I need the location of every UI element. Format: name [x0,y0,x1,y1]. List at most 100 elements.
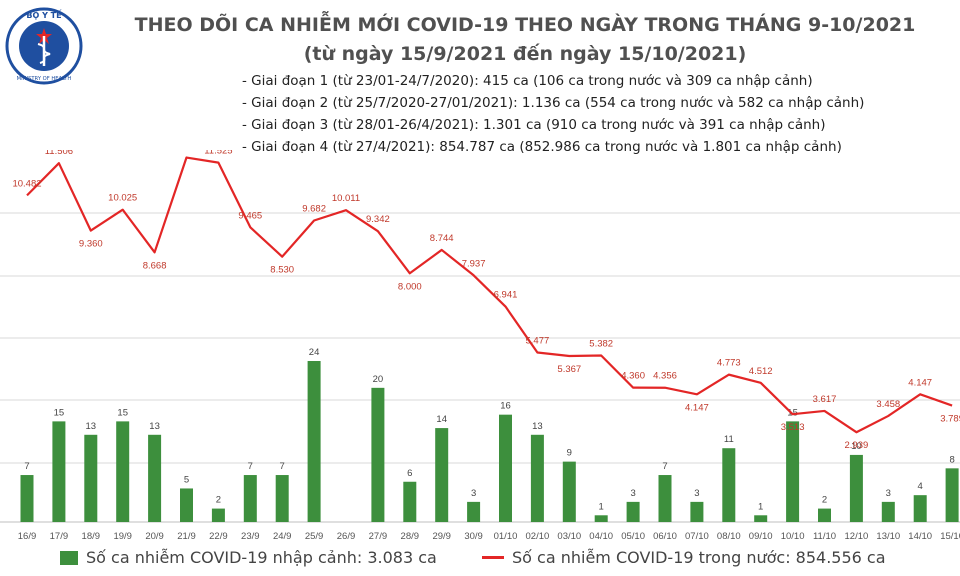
bar-value-label: 3 [886,488,891,499]
x-tick-label: 04/10 [589,531,613,542]
legend-label-imported: Số ca nhiễm COVID-19 nhập cảnh: 3.083 ca [86,548,437,567]
line-value-label: 8.668 [143,260,167,271]
x-tick-label: 08/10 [717,531,741,542]
x-tick-label: 21/9 [177,531,196,542]
line-value-label: 4.147 [685,402,709,413]
line-value-label: 11.506 [45,150,73,157]
line-value-label: 5.477 [526,336,550,347]
line-value-label: 3.617 [813,394,837,405]
x-tick-label: 15/10 [940,531,960,542]
bar [499,414,512,522]
bar [913,495,927,522]
bar [180,488,193,522]
line-value-label: 3.789 [940,414,960,425]
chart-title: THEO DÕI CA NHIỄM MỚI COVID-19 THEO NGÀY… [134,14,916,36]
x-tick-label: 10/10 [781,531,805,542]
line-value-label: 2.939 [845,440,869,451]
line-value-label: 9.342 [366,214,390,225]
bar-value-label: 14 [436,414,447,425]
bar [403,481,417,522]
bar-value-label: 3 [471,488,476,499]
legend-bar-swatch [60,550,78,565]
x-tick-label: 28/9 [401,531,420,542]
legend-item-domestic: Số ca nhiễm COVID-19 trong nước: 854.556… [482,548,886,567]
x-tick-label: 27/9 [369,531,388,542]
x-tick-label: 30/9 [464,531,483,542]
bar-value-label: 13 [149,421,160,432]
x-tick-label: 25/9 [305,531,324,542]
bar-value-label: 11 [724,434,734,445]
x-tick-label: 26/9 [337,531,356,542]
stage-item: - Giai đoạn 3 (từ 28/01-26/4/2021): 1.30… [242,117,826,133]
bar [658,475,672,522]
bar [786,421,800,522]
bar [690,501,704,522]
bar-value-label: 16 [500,401,511,412]
x-tick-label: 14/10 [908,531,932,542]
logo-top-text: BỘ Y TẾ [26,8,62,20]
bar [52,421,66,522]
bar [148,434,162,522]
line-value-label: 4.147 [908,377,932,388]
x-tick-label: 29/9 [432,531,451,542]
bar-value-label: 4 [918,481,923,492]
bar-value-label: 20 [373,374,384,385]
line-value-label: 3.458 [876,399,900,410]
bar [945,468,959,522]
bar-value-label: 7 [248,461,253,472]
bar-value-label: 2 [216,495,221,506]
x-tick-label: 05/10 [621,531,645,542]
line-value-label: 8.744 [430,233,454,244]
bar [626,501,640,522]
bar-value-label: 15 [117,407,128,418]
x-tick-label: 06/10 [653,531,677,542]
bar [243,475,257,522]
line-value-label: 10.482 [12,178,41,189]
line-value-label: 8.530 [270,265,294,276]
chart-legend: Số ca nhiễm COVID-19 nhập cảnh: 3.083 ca… [0,548,960,574]
bar-value-label: 7 [24,461,29,472]
x-tick-label: 09/10 [749,531,773,542]
x-tick-label: 23/9 [241,531,260,542]
line-value-label: 10.011 [332,193,360,204]
x-tick-label: 24/9 [273,531,292,542]
bar [722,448,736,522]
bar-value-label: 5 [184,474,189,485]
bar-value-label: 1 [758,501,763,512]
bar [116,421,130,522]
x-tick-label: 12/10 [845,531,869,542]
bar-value-label: 2 [822,495,827,506]
bar-value-label: 10 [851,441,862,452]
bar-value-label: 13 [86,421,97,432]
legend-item-imported: Số ca nhiễm COVID-19 nhập cảnh: 3.083 ca [60,548,437,567]
x-tick-label: 17/9 [50,531,69,542]
bar-value-label: 13 [532,421,543,432]
bar [881,501,895,522]
bar [275,475,289,522]
legend-line-swatch [482,556,504,559]
bar [371,387,385,522]
stage-item: - Giai đoạn 1 (từ 23/01-24/7/2020): 415 … [242,73,813,89]
line-value-label: 11.687 [172,150,200,152]
line-value-label: 10.025 [108,193,137,204]
x-tick-label: 16/9 [18,531,37,542]
bar [530,434,544,522]
line-value-label: 11.525 [204,150,232,157]
legend-label-domestic: Số ca nhiễm COVID-19 trong nước: 854.556… [512,548,886,567]
stage-summary-list: - Giai đoạn 1 (từ 23/01-24/7/2020): 415 … [242,70,864,158]
line-value-label: 5.367 [557,364,581,375]
bar-value-label: 7 [280,461,285,472]
line-value-label: 7.937 [462,258,486,269]
bar-value-label: 3 [630,488,635,499]
x-tick-label: 11/10 [813,531,836,542]
line-value-label: 6.941 [494,290,518,301]
x-tick-label: 02/10 [526,531,550,542]
line-value-label: 4.360 [621,371,645,382]
x-tick-label: 13/10 [876,531,900,542]
line-value-label: 9.360 [79,239,103,250]
x-tick-label: 03/10 [557,531,581,542]
chart-subtitle: (từ ngày 15/9/2021 đến ngày 15/10/2021) [303,43,747,65]
line-value-label: 4.512 [749,366,773,377]
line-value-label: 9.465 [238,210,262,221]
